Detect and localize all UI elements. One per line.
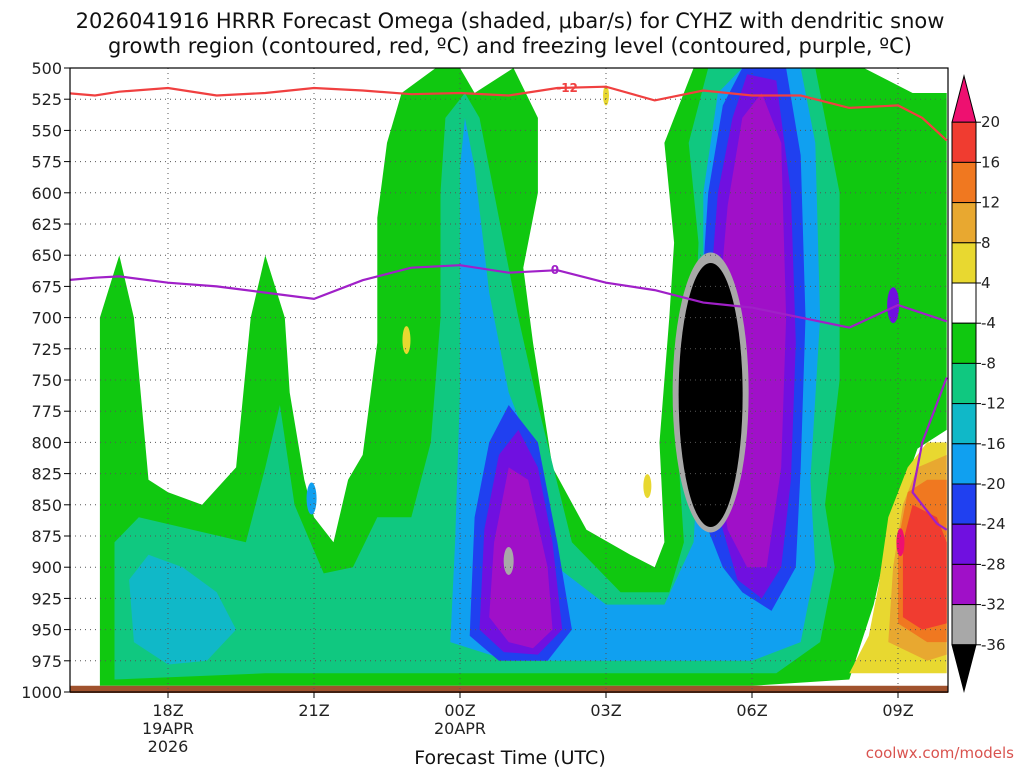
colorbar-seg-bottom xyxy=(951,644,977,693)
y-tick-label-950: 950 xyxy=(31,621,62,640)
colorbar-seg-top xyxy=(951,74,977,123)
shade-neg-speck-left xyxy=(306,482,317,515)
colorbar-label-12: 12 xyxy=(981,194,1000,212)
shade-pos-speck-b xyxy=(603,85,609,106)
colorbar-label--4: -4 xyxy=(981,314,996,332)
y-tick-label-875: 875 xyxy=(31,527,62,546)
ground-strip xyxy=(70,685,948,693)
colorbar-seg-4 xyxy=(951,242,977,284)
contour-label-neg12: -12 xyxy=(556,81,578,95)
colorbar-label-16: 16 xyxy=(981,153,1000,171)
colorbar-seg-1 xyxy=(951,121,977,163)
colorbar-label--28: -28 xyxy=(981,555,1006,573)
colorbar-seg-3 xyxy=(951,202,977,244)
x-tick-year-18Z: 2026 xyxy=(148,737,189,756)
shade-above-pos20 xyxy=(896,528,905,557)
y-tick-label-675: 675 xyxy=(31,277,62,296)
y-tick-label-650: 650 xyxy=(31,246,62,265)
omega-shaded-field xyxy=(70,68,948,692)
colorbar-label--16: -16 xyxy=(981,435,1006,453)
colorbar-label--20: -20 xyxy=(981,475,1006,493)
y-tick-label-500: 500 xyxy=(31,59,62,78)
credit-link[interactable]: coolwx.com/models xyxy=(866,744,1014,762)
temperature-contours: -12 0 xyxy=(70,81,948,531)
ground-bar xyxy=(70,685,948,693)
y-tick-label-1000: 1000 xyxy=(21,683,62,702)
colorbar-seg-11 xyxy=(951,523,977,565)
colorbar-label-8: 8 xyxy=(981,234,991,252)
x-tick-label-00Z: 00Z xyxy=(444,701,475,720)
colorbar-seg-10 xyxy=(951,483,977,525)
chart-title-line1: 2026041916 HRRR Forecast Omega (shaded, … xyxy=(76,9,945,33)
y-tick-label-550: 550 xyxy=(31,121,62,140)
colorbar-label--24: -24 xyxy=(981,515,1006,533)
colorbar-label--8: -8 xyxy=(981,354,996,372)
x-tick-label-18Z: 18Z xyxy=(152,701,183,720)
colorbar-seg-5 xyxy=(951,282,977,324)
colorbar-seg-2 xyxy=(951,161,977,204)
colorbar-label--12: -12 xyxy=(981,395,1006,413)
y-tick-label-800: 800 xyxy=(31,433,62,452)
y-tick-label-625: 625 xyxy=(31,215,62,234)
y-tick-label-975: 975 xyxy=(31,652,62,671)
y-tick-label-725: 725 xyxy=(31,340,62,359)
y-tick-label-700: 700 xyxy=(31,309,62,328)
shade-neg-speck-right xyxy=(887,287,900,324)
shade-pos-speck-a xyxy=(402,326,411,355)
contour-dendritic-snow-growth xyxy=(70,85,948,142)
shade-pos-speck-c xyxy=(643,474,652,499)
colorbar-seg-9 xyxy=(951,443,977,485)
axes: 500 525 550 575 600 625 650 675 700 725 750 775 800 8… xyxy=(21,59,949,756)
x-tick-label-03Z: 03Z xyxy=(590,701,621,720)
colorbar-seg-6 xyxy=(951,322,977,364)
x-tick-date-00Z: 20APR xyxy=(434,719,486,738)
colorbar-label-20: 20 xyxy=(981,113,1000,131)
shade-neg12-neg16-left xyxy=(129,554,237,665)
contour-label-zero: 0 xyxy=(551,263,559,277)
y-tick-label-775: 775 xyxy=(31,402,62,421)
y-tick-label-850: 850 xyxy=(31,496,62,515)
colorbar: 20 16 12 8 4 -4 -8 -12 -16 -20 -24 -28 -32 -36 xyxy=(951,74,1006,693)
x-tick-label-21Z: 21Z xyxy=(298,701,329,720)
y-tick-label-900: 900 xyxy=(31,558,62,577)
y-tick-label-925: 925 xyxy=(31,589,62,608)
chart-title-line2: growth region (contoured, red, ºC) and f… xyxy=(108,34,912,58)
colorbar-seg-12 xyxy=(951,563,977,606)
shade-neg32-spot xyxy=(503,546,514,575)
colorbar-label--36: -36 xyxy=(981,636,1006,654)
x-axis-label: Forecast Time (UTC) xyxy=(414,747,605,768)
grid-lines xyxy=(70,67,948,693)
x-tick-label-06Z: 06Z xyxy=(736,701,767,720)
colorbar-seg-7 xyxy=(951,362,977,405)
shade-below-neg36 xyxy=(678,262,743,527)
y-tick-label-750: 750 xyxy=(31,371,62,390)
shade-neg24-neg28-a xyxy=(489,467,553,649)
contour-freezing-level xyxy=(70,264,948,329)
colorbar-seg-13 xyxy=(951,604,977,646)
colorbar-seg-8 xyxy=(951,403,977,445)
y-tick-label-575: 575 xyxy=(31,153,62,172)
colorbar-label-4: 4 xyxy=(981,274,991,292)
x-tick-label-09Z: 09Z xyxy=(882,701,913,720)
y-tick-label-825: 825 xyxy=(31,465,62,484)
x-tick-date-18Z: 19APR xyxy=(142,719,194,738)
y-tick-label-525: 525 xyxy=(31,90,62,109)
y-tick-label-600: 600 xyxy=(31,184,62,203)
contour-freezing-level-lower xyxy=(911,377,948,531)
colorbar-label--32: -32 xyxy=(981,596,1006,614)
